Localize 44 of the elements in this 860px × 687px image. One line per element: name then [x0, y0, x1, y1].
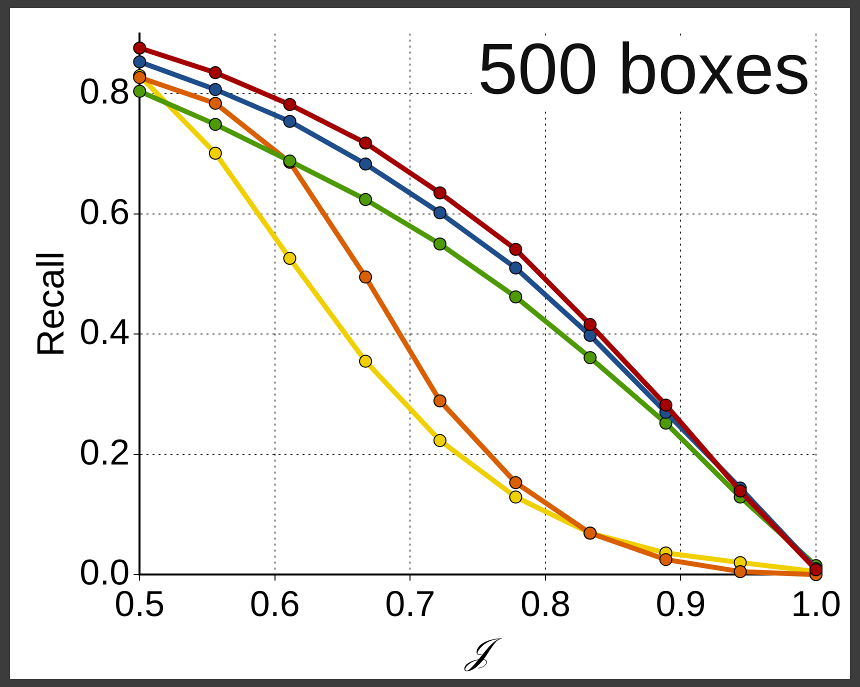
point — [359, 354, 372, 368]
y-tick-label: 0.8 — [80, 70, 130, 112]
x-tick-label: 0.7 — [385, 583, 436, 624]
x-tick-label: 0.8 — [520, 583, 570, 624]
point — [208, 96, 222, 110]
y-tick-label: 0.4 — [80, 311, 130, 352]
point — [208, 83, 222, 96]
point — [509, 476, 522, 490]
point — [208, 66, 222, 80]
point — [433, 394, 446, 408]
point — [433, 237, 446, 250]
x-tick-label: 1.0 — [790, 583, 842, 624]
point — [359, 193, 372, 206]
point — [359, 136, 372, 150]
point — [433, 186, 446, 200]
x-tick-label: 0.9 — [656, 583, 706, 624]
point — [359, 270, 372, 284]
point — [208, 146, 222, 160]
point — [133, 55, 146, 68]
point — [659, 553, 672, 566]
point — [584, 351, 597, 364]
annotation: 500 boxes — [478, 29, 810, 110]
point — [584, 318, 597, 332]
point — [734, 565, 747, 578]
y-tick-label: 0.6 — [80, 190, 130, 232]
point — [509, 262, 522, 275]
point — [509, 490, 522, 504]
point — [433, 434, 446, 448]
point — [509, 242, 522, 256]
point — [283, 252, 296, 265]
x-tick-label: 0.6 — [250, 583, 300, 624]
y-tick-label: 0.2 — [80, 431, 130, 472]
point — [283, 98, 296, 112]
point — [359, 158, 372, 171]
y-axis-title: Recall — [30, 251, 72, 357]
point — [433, 206, 446, 220]
point — [208, 118, 222, 131]
point — [509, 290, 522, 304]
point — [734, 484, 747, 498]
point — [133, 42, 146, 55]
x-axis-title: 𝒥 — [463, 630, 502, 672]
point — [659, 398, 672, 412]
point — [133, 84, 146, 98]
point — [283, 114, 296, 128]
